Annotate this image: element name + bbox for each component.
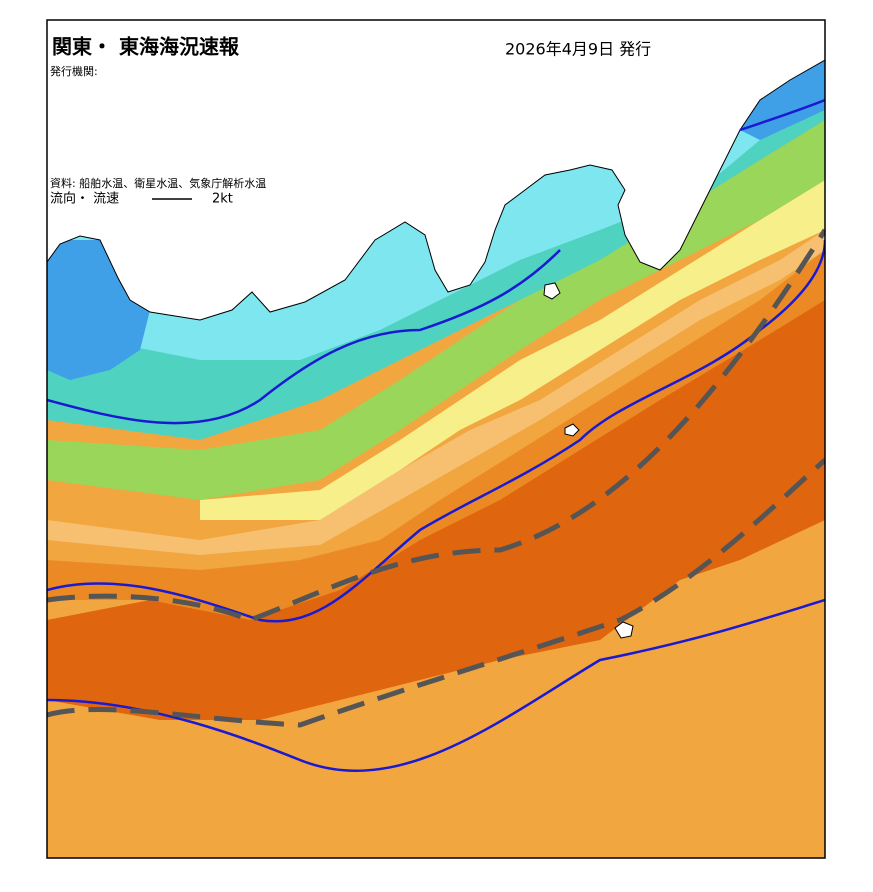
land (47, 20, 825, 321)
coastal (740, 60, 825, 140)
kuroshio-axis (47, 228, 825, 728)
map-body (47, 20, 825, 858)
flow-label: 流向・ 流速 (50, 191, 119, 207)
band (47, 250, 825, 620)
source: 資料: 船舶水温、衛星水温、気象庁解析水温 (50, 176, 266, 190)
band (47, 120, 825, 500)
flow-scale: 2kt (212, 192, 233, 207)
frame (46, 19, 826, 859)
title: 関東・ 東海海況速報 (52, 35, 240, 59)
issuer-label: 発行機関: (50, 64, 98, 78)
issue-date: 2026年4月9日 発行 (505, 40, 651, 59)
island (614, 621, 634, 639)
island (543, 282, 561, 300)
ise-bay (47, 240, 150, 380)
island (564, 423, 580, 437)
